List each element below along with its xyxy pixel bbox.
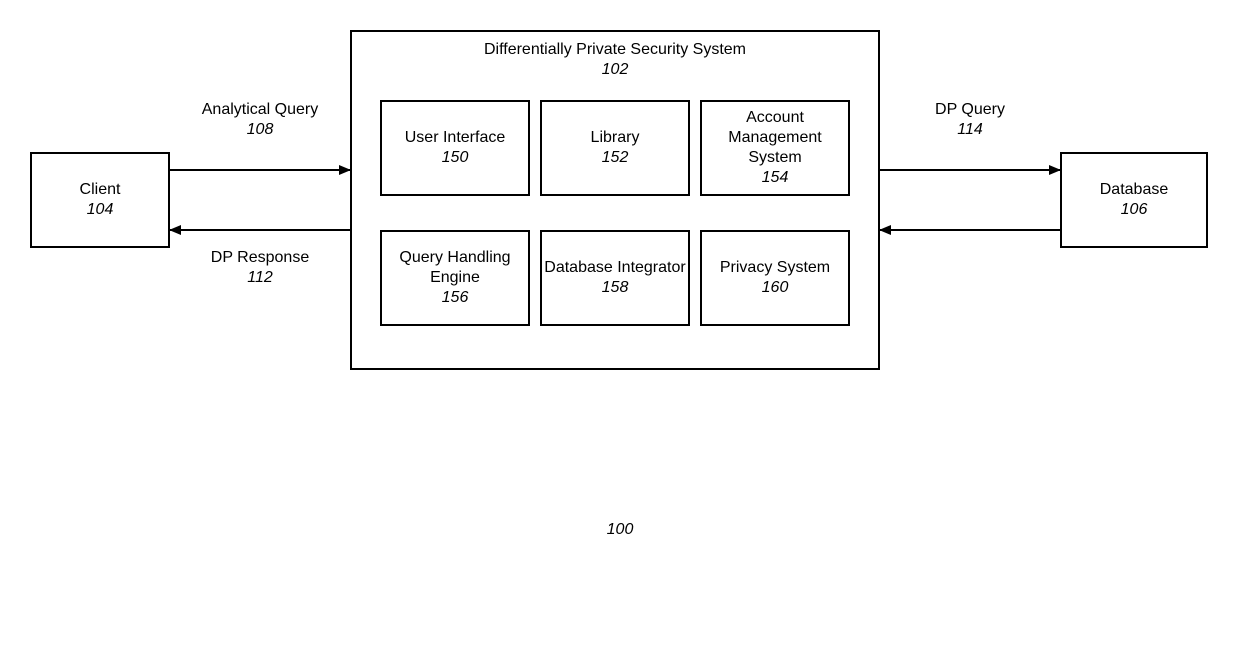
- component-qhe-ref: 156: [442, 288, 469, 308]
- figure-ref: 100: [580, 520, 660, 540]
- system-title: Differentially Private Security System: [484, 40, 746, 60]
- edge-label-dp-response-text: DP Response: [170, 248, 350, 268]
- component-privacy-ref: 160: [762, 278, 789, 298]
- client-box: Client 104: [30, 152, 170, 248]
- edge-label-dp-query-ref: 114: [880, 120, 1060, 140]
- database-ref: 106: [1121, 200, 1148, 220]
- edge-label-dp-query-text: DP Query: [880, 100, 1060, 120]
- database-box: Database 106: [1060, 152, 1208, 248]
- edge-label-analytical-query-ref: 108: [170, 120, 350, 140]
- component-library: Library 152: [540, 100, 690, 196]
- component-qhe-label: Query Handling Engine: [382, 248, 528, 288]
- client-label: Client: [80, 180, 121, 200]
- database-label: Database: [1100, 180, 1169, 200]
- component-dbi-ref: 158: [602, 278, 629, 298]
- edge-label-dp-response-ref: 112: [170, 268, 350, 288]
- component-library-label: Library: [591, 128, 640, 148]
- component-ui-ref: 150: [442, 148, 469, 168]
- client-ref: 104: [87, 200, 114, 220]
- component-ui-label: User Interface: [405, 128, 505, 148]
- component-privacy: Privacy System 160: [700, 230, 850, 326]
- component-ams: Account Management System 154: [700, 100, 850, 196]
- edge-label-dp-query: DP Query 114: [880, 100, 1060, 140]
- component-dbi: Database Integrator 158: [540, 230, 690, 326]
- component-ams-ref: 154: [762, 168, 789, 188]
- edge-label-analytical-query-text: Analytical Query: [170, 100, 350, 120]
- edge-label-analytical-query: Analytical Query 108: [170, 100, 350, 140]
- component-qhe: Query Handling Engine 156: [380, 230, 530, 326]
- component-ams-label: Account Management System: [702, 108, 848, 168]
- component-privacy-label: Privacy System: [720, 258, 830, 278]
- component-ui: User Interface 150: [380, 100, 530, 196]
- component-library-ref: 152: [602, 148, 629, 168]
- system-ref: 102: [602, 60, 629, 80]
- component-dbi-label: Database Integrator: [544, 258, 685, 278]
- edge-label-dp-response: DP Response 112: [170, 248, 350, 288]
